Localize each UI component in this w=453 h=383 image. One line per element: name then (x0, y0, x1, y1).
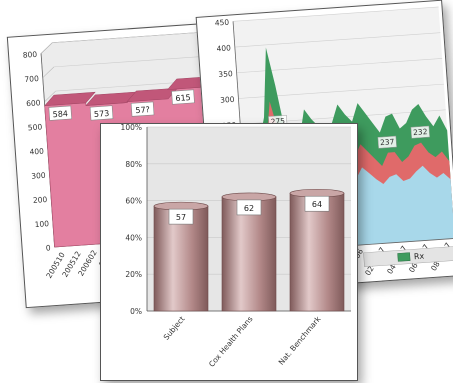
x-tick-label: Nat. Benchmark (277, 314, 323, 367)
bar-top (44, 91, 96, 107)
data-label-box (48, 105, 73, 121)
data-label: 573 (94, 109, 110, 119)
data-label-box (304, 195, 330, 212)
gridline-slant (42, 66, 55, 78)
bar-chart-front: 0% 20% 40% 60% 80% 100% 57 Subject 62 Cox Health … (121, 124, 351, 369)
y-tick-label: 300 (220, 95, 235, 105)
data-label-box (89, 105, 114, 121)
y-tick-label: 600 (26, 98, 41, 108)
data-label: 62 (244, 204, 254, 213)
x-tick-label: Subject (162, 314, 187, 341)
data-label-box (171, 89, 195, 105)
chart-card-front: 0% 20% 40% 60% 80% 100% 57 Subject 62 Cox Health … (100, 123, 358, 381)
y-tick-label: 20% (125, 270, 142, 279)
y-tick-label: 350 (218, 69, 233, 79)
data-label: 57 (176, 213, 186, 222)
y-tick-label: 800 (22, 50, 37, 60)
y-tick-label: 100% (121, 124, 142, 132)
data-label-box (236, 199, 262, 216)
y-tick-label: 100 (34, 219, 49, 229)
y-tick-label: 60% (125, 197, 142, 206)
y-tick-label: 40% (125, 233, 142, 242)
data-label: 615 (175, 93, 191, 103)
point-label-box (410, 125, 430, 139)
x-tick-label: Cox Health Plans (207, 314, 255, 368)
bar (289, 192, 345, 312)
y-tick-label: 400 (29, 147, 44, 157)
data-label: 64 (312, 200, 322, 209)
y-tick-label: 80% (125, 160, 142, 169)
data-label-box (130, 101, 155, 117)
y-tick-label: 0 (46, 243, 52, 252)
gridline (233, 6, 439, 22)
gridline-slant (40, 42, 53, 54)
y-tick-label: 400 (216, 43, 231, 53)
bar (221, 196, 277, 312)
legend-swatch (397, 252, 411, 262)
point-label-box (377, 135, 397, 149)
gridline-slant (44, 90, 56, 103)
y-tick-label: 450 (214, 18, 229, 28)
point-label: 275 (270, 116, 285, 126)
y-tick-label: 700 (24, 74, 39, 84)
data-label: 584 (52, 109, 68, 119)
y-tick-label: 500 (28, 122, 43, 132)
legend-label: Rx (414, 252, 425, 262)
data-label-box (168, 208, 194, 225)
y-tick-label: 200 (33, 195, 48, 205)
point-label: 232 (413, 127, 428, 137)
y-tick-label: 300 (31, 171, 46, 181)
point-label: 237 (380, 137, 395, 147)
y-tick-label: 0% (130, 307, 142, 316)
gridline (234, 32, 441, 48)
data-label: 57? (135, 105, 150, 115)
